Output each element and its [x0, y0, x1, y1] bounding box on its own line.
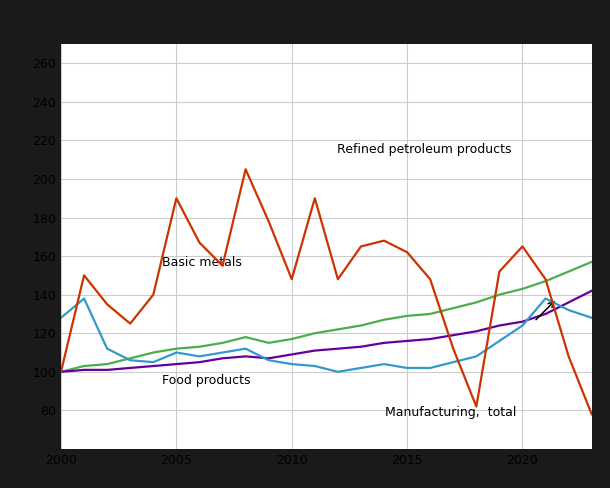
Text: Manufacturing,  total: Manufacturing, total [385, 406, 516, 419]
Text: Refined petroleum products: Refined petroleum products [337, 142, 511, 156]
Text: Food products: Food products [162, 374, 250, 386]
Text: Basic metals: Basic metals [162, 256, 242, 269]
